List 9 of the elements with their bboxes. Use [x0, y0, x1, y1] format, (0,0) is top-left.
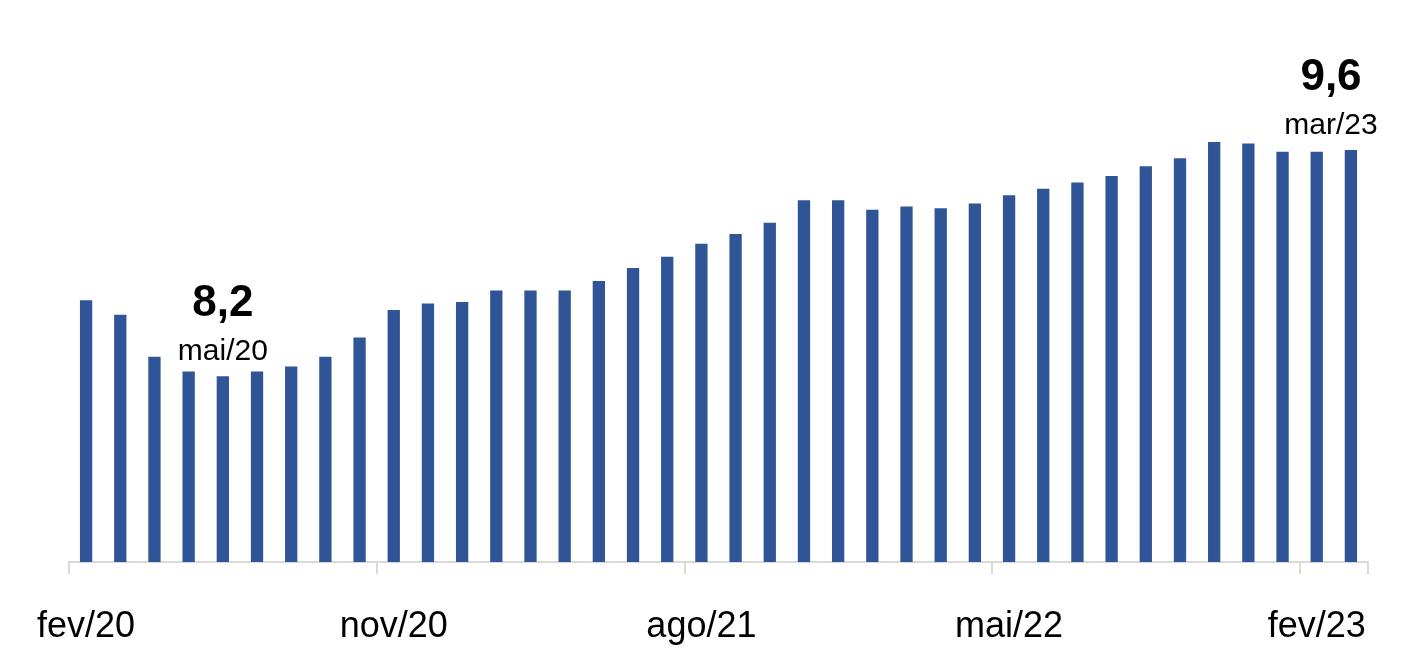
- text: mar/23: [1284, 106, 1378, 140]
- annotation: mai/20: [177, 332, 268, 366]
- x-tick-label: mai/22: [955, 603, 1064, 645]
- x-tick-label: fev/23: [1267, 603, 1366, 645]
- x-tick-label: fev/20: [37, 603, 136, 645]
- x-tick-label: nov/20: [339, 603, 448, 645]
- data-label: 9,6: [1300, 49, 1362, 99]
- data-label: 8,2: [192, 275, 254, 325]
- x-tick-label: ago/21: [646, 603, 757, 645]
